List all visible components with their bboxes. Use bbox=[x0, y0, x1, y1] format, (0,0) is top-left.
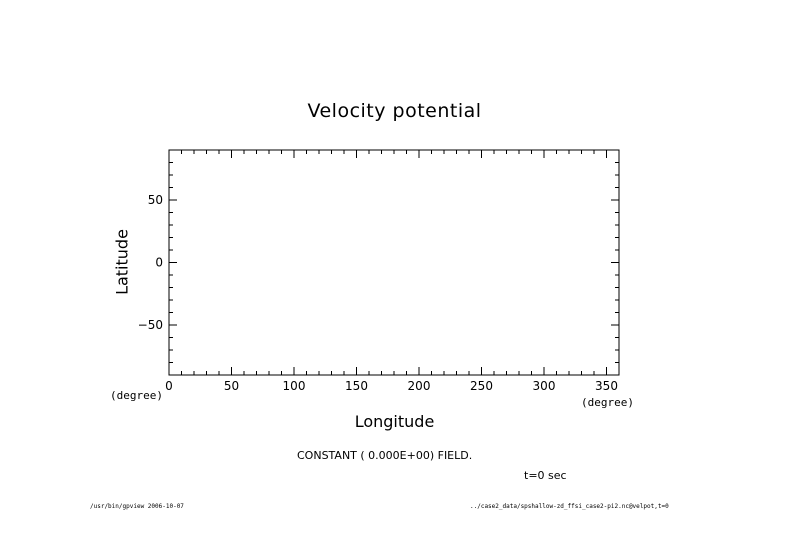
footer-command: /usr/bin/gpview 2006-10-07 bbox=[90, 503, 184, 510]
x-axis-label: Longitude bbox=[354, 412, 435, 431]
x-tick-label: 50 bbox=[224, 379, 239, 393]
x-tick-label: 100 bbox=[283, 379, 306, 393]
x-axis-unit: (degree) bbox=[581, 396, 634, 409]
x-tick-label: 250 bbox=[470, 379, 493, 393]
constant-field-message: CONSTANT ( 0.000E+00) FIELD. bbox=[297, 449, 473, 462]
axis-ticks bbox=[168, 149, 620, 376]
y-tick-label: 0 bbox=[155, 256, 163, 270]
time-annotation: t=0 sec bbox=[524, 469, 567, 482]
x-tick-label: 200 bbox=[408, 379, 431, 393]
chart-title: Velocity potential bbox=[307, 100, 482, 122]
x-tick-label: 300 bbox=[533, 379, 556, 393]
y-axis-unit: (degree) bbox=[110, 389, 163, 402]
x-tick-label: 350 bbox=[595, 379, 618, 393]
y-axis-label: Latitude bbox=[112, 229, 132, 295]
x-tick-label: 0 bbox=[165, 379, 173, 393]
plot-frame bbox=[168, 149, 620, 376]
axis-tick-labels: 0 50 100 150 200 250 300 350 −50 0 50 bbox=[138, 193, 618, 393]
footer-source-file: ../case2_data/spshallow-zd_ffsi_case2-pi… bbox=[470, 503, 669, 510]
x-tick-label: 150 bbox=[345, 379, 368, 393]
y-tick-label: 50 bbox=[148, 193, 163, 207]
y-tick-label: −50 bbox=[138, 318, 163, 332]
